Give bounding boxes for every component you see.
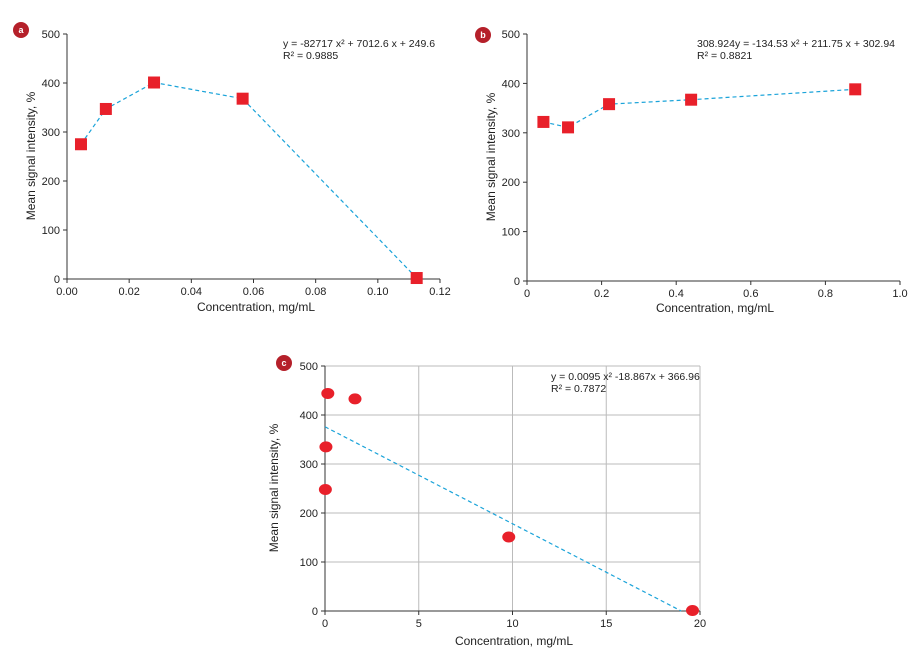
panel-b-xtick-label: 0.2 bbox=[594, 288, 609, 300]
panel-c-ytick-label: 300 bbox=[300, 459, 318, 471]
panel-c-badge-icon bbox=[276, 355, 292, 371]
panel-a-ytick-label: 300 bbox=[42, 127, 60, 139]
panel-b-xtick-label: 0.6 bbox=[743, 288, 758, 300]
panel-b-xtick-label: 0 bbox=[524, 288, 530, 300]
panel-c-data-point bbox=[321, 387, 335, 399]
panel-c-xtick-label: 0 bbox=[322, 618, 328, 630]
panel-c-data-point bbox=[348, 393, 362, 405]
panel-a-equation: y = -82717 x² + 7012.6 x + 249.6 bbox=[283, 38, 435, 50]
panel-b-equation: 308.924y = -134.53 x² + 211.75 x + 302.9… bbox=[697, 38, 895, 50]
panel-a-ytick-label: 0 bbox=[54, 274, 60, 286]
panel-b-data-point bbox=[849, 83, 862, 96]
panel-b-xlabel: Concentration, mg/mL bbox=[656, 301, 774, 315]
panel-c-fit-line bbox=[324, 426, 682, 612]
panel-b-data-point bbox=[562, 121, 575, 134]
panel-b-data-point bbox=[603, 98, 616, 111]
panel-b-ytick-label: 400 bbox=[502, 78, 520, 90]
panel-a-data-point bbox=[74, 138, 87, 151]
panel-a-xtick-label: 0.00 bbox=[56, 286, 77, 298]
panel-b-badge-letter: b bbox=[480, 30, 486, 40]
panel-b-ytick-label: 500 bbox=[502, 29, 520, 41]
panel-c-ytick-label: 0 bbox=[312, 606, 318, 618]
panel-b-ytick-label: 200 bbox=[502, 177, 520, 189]
panel-a-xlabel: Concentration, mg/mL bbox=[197, 300, 315, 314]
panel-b-ytick-label: 300 bbox=[502, 128, 520, 140]
panel-c-r-squared: R² = 0.7872 bbox=[551, 383, 606, 395]
panel-a-ytick-label: 200 bbox=[42, 176, 60, 188]
panel-b-xtick-label: 0.4 bbox=[669, 288, 684, 300]
panel-a-data-point bbox=[410, 272, 423, 285]
panel-a-ylabel: Mean signal intensity, % bbox=[24, 91, 38, 220]
panel-c-xtick-label: 20 bbox=[694, 618, 706, 630]
panel-a-xtick-label: 0.08 bbox=[305, 286, 326, 298]
panel-c-xtick-label: 10 bbox=[506, 618, 518, 630]
panel-a-data-point bbox=[99, 102, 112, 115]
panel-a-ytick-label: 400 bbox=[42, 78, 60, 90]
panel-c-xlabel: Concentration, mg/mL bbox=[455, 634, 573, 648]
panel-b-data-point bbox=[537, 115, 550, 128]
panel-c-ytick-label: 100 bbox=[300, 557, 318, 569]
panel-a-fit-line bbox=[80, 81, 418, 279]
panel-c-xtick-label: 5 bbox=[416, 618, 422, 630]
panel-a-ytick-label: 100 bbox=[42, 225, 60, 237]
panel-b-ytick-label: 0 bbox=[514, 276, 520, 288]
panel-b-badge-icon bbox=[475, 27, 491, 43]
panel-c-equation: y = 0.0095 x² -18.867x + 366.96 bbox=[551, 371, 700, 383]
panel-b-xtick-label: 0.8 bbox=[818, 288, 833, 300]
panel-a-xtick-label: 0.10 bbox=[367, 286, 388, 298]
panel-a-ytick-label: 500 bbox=[42, 29, 60, 41]
panel-b-ytick-label: 100 bbox=[502, 227, 520, 239]
panel-a-xtick-label: 0.04 bbox=[181, 286, 202, 298]
panel-c-ylabel: Mean signal intensity, % bbox=[267, 423, 281, 552]
panel-c-ytick-label: 200 bbox=[300, 508, 318, 520]
panel-c-badge-letter: c bbox=[281, 358, 286, 368]
panel-a-xtick-label: 0.02 bbox=[118, 286, 139, 298]
panel-c-data-point bbox=[502, 531, 516, 543]
panel-a-badge-icon bbox=[13, 22, 29, 38]
panel-a-badge-letter: a bbox=[18, 25, 24, 35]
panel-c-data-point bbox=[318, 483, 332, 495]
panel-a-xtick-label: 0.12 bbox=[429, 286, 450, 298]
panel-c-ytick-label: 500 bbox=[300, 361, 318, 373]
panel-c-data-point bbox=[686, 605, 699, 617]
panel-b-data-point bbox=[685, 93, 698, 106]
panel-c-xtick-label: 15 bbox=[600, 618, 612, 630]
panel-a-r-squared: R² = 0.9885 bbox=[283, 50, 338, 62]
panel-b-xtick-label: 1.0 bbox=[892, 288, 907, 300]
panel-a-xtick-label: 0.06 bbox=[243, 286, 264, 298]
panel-a-data-point bbox=[148, 76, 161, 89]
panel-b-fit-line bbox=[543, 88, 856, 129]
panel-a-data-point bbox=[236, 92, 249, 105]
panel-b-ylabel: Mean signal intensity, % bbox=[484, 92, 498, 221]
panel-b-r-squared: R² = 0.8821 bbox=[697, 50, 752, 62]
panel-c-ytick-label: 400 bbox=[300, 410, 318, 422]
panel-c-data-point bbox=[319, 441, 333, 453]
